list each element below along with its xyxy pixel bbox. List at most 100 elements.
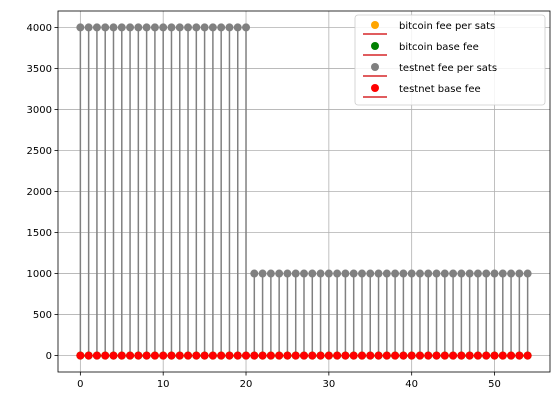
stem-marker-testnet-fee-per-sats <box>184 23 193 32</box>
stem-marker-testnet-base-fee <box>150 351 159 360</box>
stem-marker-testnet-fee-per-sats <box>482 269 491 278</box>
stem-marker-testnet-fee-per-sats <box>391 269 400 278</box>
stem-marker-testnet-base-fee <box>192 351 201 360</box>
stem-marker-testnet-base-fee <box>374 351 383 360</box>
stem-marker-testnet-fee-per-sats <box>101 23 110 32</box>
stem-marker-testnet-base-fee <box>134 351 143 360</box>
y-tick-label: 1500 <box>27 228 52 239</box>
stem-marker-testnet-fee-per-sats <box>258 269 267 278</box>
legend-marker <box>371 63 379 71</box>
stem-marker-testnet-base-fee <box>523 351 532 360</box>
legend-marker <box>371 84 379 92</box>
y-tick-label: 500 <box>33 310 52 321</box>
stem-marker-testnet-base-fee <box>126 351 135 360</box>
y-tick-label: 2000 <box>27 187 52 198</box>
stem-marker-testnet-fee-per-sats <box>324 269 333 278</box>
legend-label: bitcoin fee per sats <box>399 21 495 32</box>
x-tick-label: 30 <box>322 379 335 390</box>
stem-marker-testnet-fee-per-sats <box>349 269 358 278</box>
stem-marker-testnet-base-fee <box>92 351 101 360</box>
stem-marker-testnet-fee-per-sats <box>134 23 143 32</box>
stem-marker-testnet-base-fee <box>266 351 275 360</box>
stem-marker-testnet-fee-per-sats <box>457 269 466 278</box>
stem-marker-testnet-base-fee <box>490 351 499 360</box>
stem-marker-testnet-fee-per-sats <box>225 23 234 32</box>
stem-marker-testnet-base-fee <box>382 351 391 360</box>
ticks: 0 10 20 30 40 5005001000150020002500300035004… <box>27 23 501 390</box>
legend-box <box>354 14 546 106</box>
stem-marker-testnet-fee-per-sats <box>357 269 366 278</box>
stem-marker-testnet-fee-per-sats <box>415 269 424 278</box>
stem-marker-testnet-fee-per-sats <box>316 269 325 278</box>
stem-marker-testnet-fee-per-sats <box>76 23 85 32</box>
stem-marker-testnet-base-fee <box>300 351 308 360</box>
stem-marker-testnet-base-fee <box>424 351 433 360</box>
stem-marker-testnet-base-fee <box>159 351 168 360</box>
stem-marker-testnet-fee-per-sats <box>490 269 499 278</box>
stem-marker-testnet-fee-per-sats <box>92 23 101 32</box>
stem-marker-testnet-fee-per-sats <box>242 23 251 32</box>
stem-marker-testnet-base-fee <box>498 351 507 360</box>
stem-marker-testnet-base-fee <box>233 351 242 360</box>
y-tick-label: 1000 <box>27 269 52 280</box>
stem-marker-testnet-base-fee <box>449 351 458 360</box>
stem-marker-testnet-base-fee <box>250 351 259 360</box>
stem-marker-testnet-fee-per-sats <box>399 269 408 278</box>
stem-marker-testnet-base-fee <box>415 351 424 360</box>
y-tick-label: 3000 <box>27 105 52 116</box>
stem-marker-testnet-fee-per-sats <box>283 269 292 278</box>
stem-marker-testnet-fee-per-sats <box>374 269 383 278</box>
legend-marker <box>371 42 379 50</box>
legend-marker <box>371 21 379 29</box>
stem-marker-testnet-base-fee <box>84 351 93 360</box>
stem-marker-testnet-fee-per-sats <box>233 23 242 32</box>
stem-marker-testnet-base-fee <box>482 351 491 360</box>
stem-marker-testnet-fee-per-sats <box>424 269 433 278</box>
stem-marker-testnet-base-fee <box>117 351 126 360</box>
stem-marker-testnet-base-fee <box>101 351 110 360</box>
stem-marker-testnet-base-fee <box>167 351 176 360</box>
x-tick-label: 0 <box>77 379 83 390</box>
stem-marker-testnet-base-fee <box>258 351 267 360</box>
stem-marker-testnet-fee-per-sats <box>117 23 126 32</box>
stem-marker-testnet-base-fee <box>366 351 375 360</box>
stem-marker-testnet-fee-per-sats <box>507 269 516 278</box>
stem-marker-testnet-base-fee <box>142 351 151 360</box>
stem-marker-testnet-base-fee <box>283 351 292 360</box>
markers <box>76 23 532 360</box>
stem-marker-testnet-base-fee <box>175 351 184 360</box>
stem-marker-testnet-fee-per-sats <box>159 23 168 32</box>
stem-marker-testnet-fee-per-sats <box>150 23 159 32</box>
stem-marker-testnet-fee-per-sats <box>266 269 275 278</box>
stem-marker-testnet-base-fee <box>200 351 209 360</box>
stem-marker-testnet-base-fee <box>457 351 466 360</box>
stem-marker-testnet-fee-per-sats <box>142 23 151 32</box>
stem-marker-testnet-fee-per-sats <box>217 23 226 32</box>
stem-marker-testnet-fee-per-sats <box>432 269 441 278</box>
legend-label: testnet fee per sats <box>399 63 497 74</box>
stem-marker-testnet-fee-per-sats <box>465 269 474 278</box>
stem-marker-testnet-fee-per-sats <box>200 23 209 32</box>
stem-marker-testnet-fee-per-sats <box>192 23 201 32</box>
stem-marker-testnet-base-fee <box>109 351 118 360</box>
stem-marker-testnet-base-fee <box>440 351 449 360</box>
y-tick-label: 0 <box>46 351 52 362</box>
stem-marker-testnet-fee-per-sats <box>498 269 507 278</box>
stem-marker-testnet-fee-per-sats <box>523 269 532 278</box>
stem-marker-testnet-fee-per-sats <box>449 269 458 278</box>
x-tick-label: 50 <box>488 379 501 390</box>
stem-marker-testnet-fee-per-sats <box>308 269 317 278</box>
stem-marker-testnet-base-fee <box>316 351 325 360</box>
stem-marker-testnet-base-fee <box>291 351 300 360</box>
stem-marker-testnet-fee-per-sats <box>341 269 350 278</box>
stem-marker-testnet-base-fee <box>242 351 251 360</box>
x-tick-label: 10 <box>157 379 170 390</box>
stem-marker-testnet-fee-per-sats <box>291 269 300 278</box>
stem-marker-testnet-fee-per-sats <box>515 269 524 278</box>
y-tick-label: 3500 <box>27 64 52 75</box>
stem-marker-testnet-fee-per-sats <box>208 23 217 32</box>
stem-marker-testnet-fee-per-sats <box>440 269 449 278</box>
stem-marker-testnet-base-fee <box>407 351 416 360</box>
stem-marker-testnet-base-fee <box>308 351 317 360</box>
